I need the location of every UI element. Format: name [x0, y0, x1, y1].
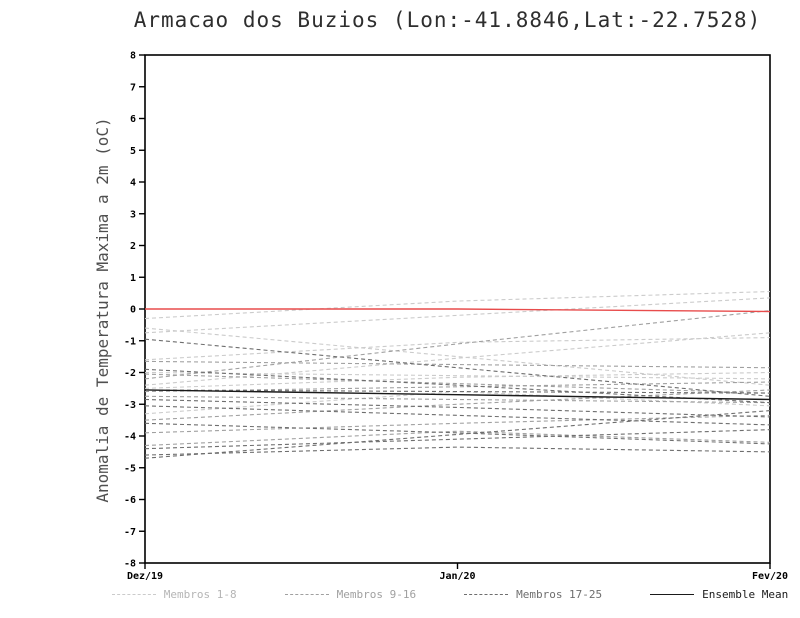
legend: Membros 1-8 Membros 9-16 Membros 17-25 E… [111, 588, 788, 601]
x-tick-label: Dez/19 [127, 571, 163, 582]
y-tick-label: -4 [124, 432, 136, 443]
ensemble-mean-line [144, 389, 771, 401]
y-tick-label: -6 [124, 495, 136, 506]
y-tick-label: -2 [124, 368, 136, 379]
member-line [144, 310, 771, 380]
member-line [144, 430, 771, 447]
legend-label: Membros 1-8 [163, 588, 237, 601]
member-line [144, 429, 771, 450]
legend-entry-membros-17-25: Membros 17-25 [464, 588, 602, 601]
member-line [144, 290, 771, 320]
member-line [144, 338, 771, 397]
red-reference-line [145, 308, 771, 313]
member-line [144, 405, 771, 426]
member-line [144, 371, 771, 389]
legend-line-sample [650, 594, 695, 595]
member-line [144, 371, 771, 380]
y-tick-label: 8 [130, 51, 136, 62]
member-line [144, 381, 771, 393]
member-line [144, 410, 771, 459]
y-tick-label: 3 [130, 209, 136, 220]
member-line [144, 422, 771, 445]
legend-entry-membros-9-16: Membros 9-16 [284, 588, 417, 601]
member-line [144, 446, 771, 456]
y-tick-label: 6 [130, 114, 136, 125]
legend-entry-membros-1-8: Membros 1-8 [111, 588, 237, 601]
y-tick-label: -7 [124, 527, 136, 538]
member-line [144, 389, 771, 394]
y-tick-label: 7 [130, 82, 136, 93]
y-tick-label: -5 [124, 463, 136, 474]
member-line [144, 389, 771, 421]
member-line [144, 297, 771, 334]
legend-line-sample [111, 594, 156, 595]
y-tick-label: 1 [130, 273, 136, 284]
legend-label: Membros 9-16 [336, 588, 417, 601]
member-line [144, 395, 771, 404]
legend-label: Ensemble Mean [702, 588, 789, 601]
y-tick-label: 2 [130, 241, 136, 252]
member-line [144, 360, 771, 369]
y-tick-label: 4 [130, 178, 136, 189]
chart-title: Armacao dos Buzios (Lon:-41.8846,Lat:-22… [133, 8, 762, 32]
y-tick-label: 5 [130, 146, 136, 157]
legend-label: Membros 17-25 [516, 588, 603, 601]
member-line [144, 337, 771, 361]
legend-line-sample [464, 594, 509, 595]
x-tick-label: Jan/20 [439, 571, 475, 582]
legend-line-sample [284, 594, 329, 595]
member-line [144, 414, 771, 434]
member-line [144, 373, 771, 394]
y-tick-label: -1 [124, 336, 136, 347]
member-line [144, 368, 771, 404]
y-tick-label: -8 [124, 559, 136, 570]
y-tick-label: -3 [124, 400, 136, 411]
legend-entry-ensemble-mean: Ensemble Mean [650, 588, 788, 601]
y-tick-label: 0 [130, 305, 136, 316]
x-tick-label: Fev/20 [752, 571, 788, 582]
member-line [144, 398, 771, 418]
